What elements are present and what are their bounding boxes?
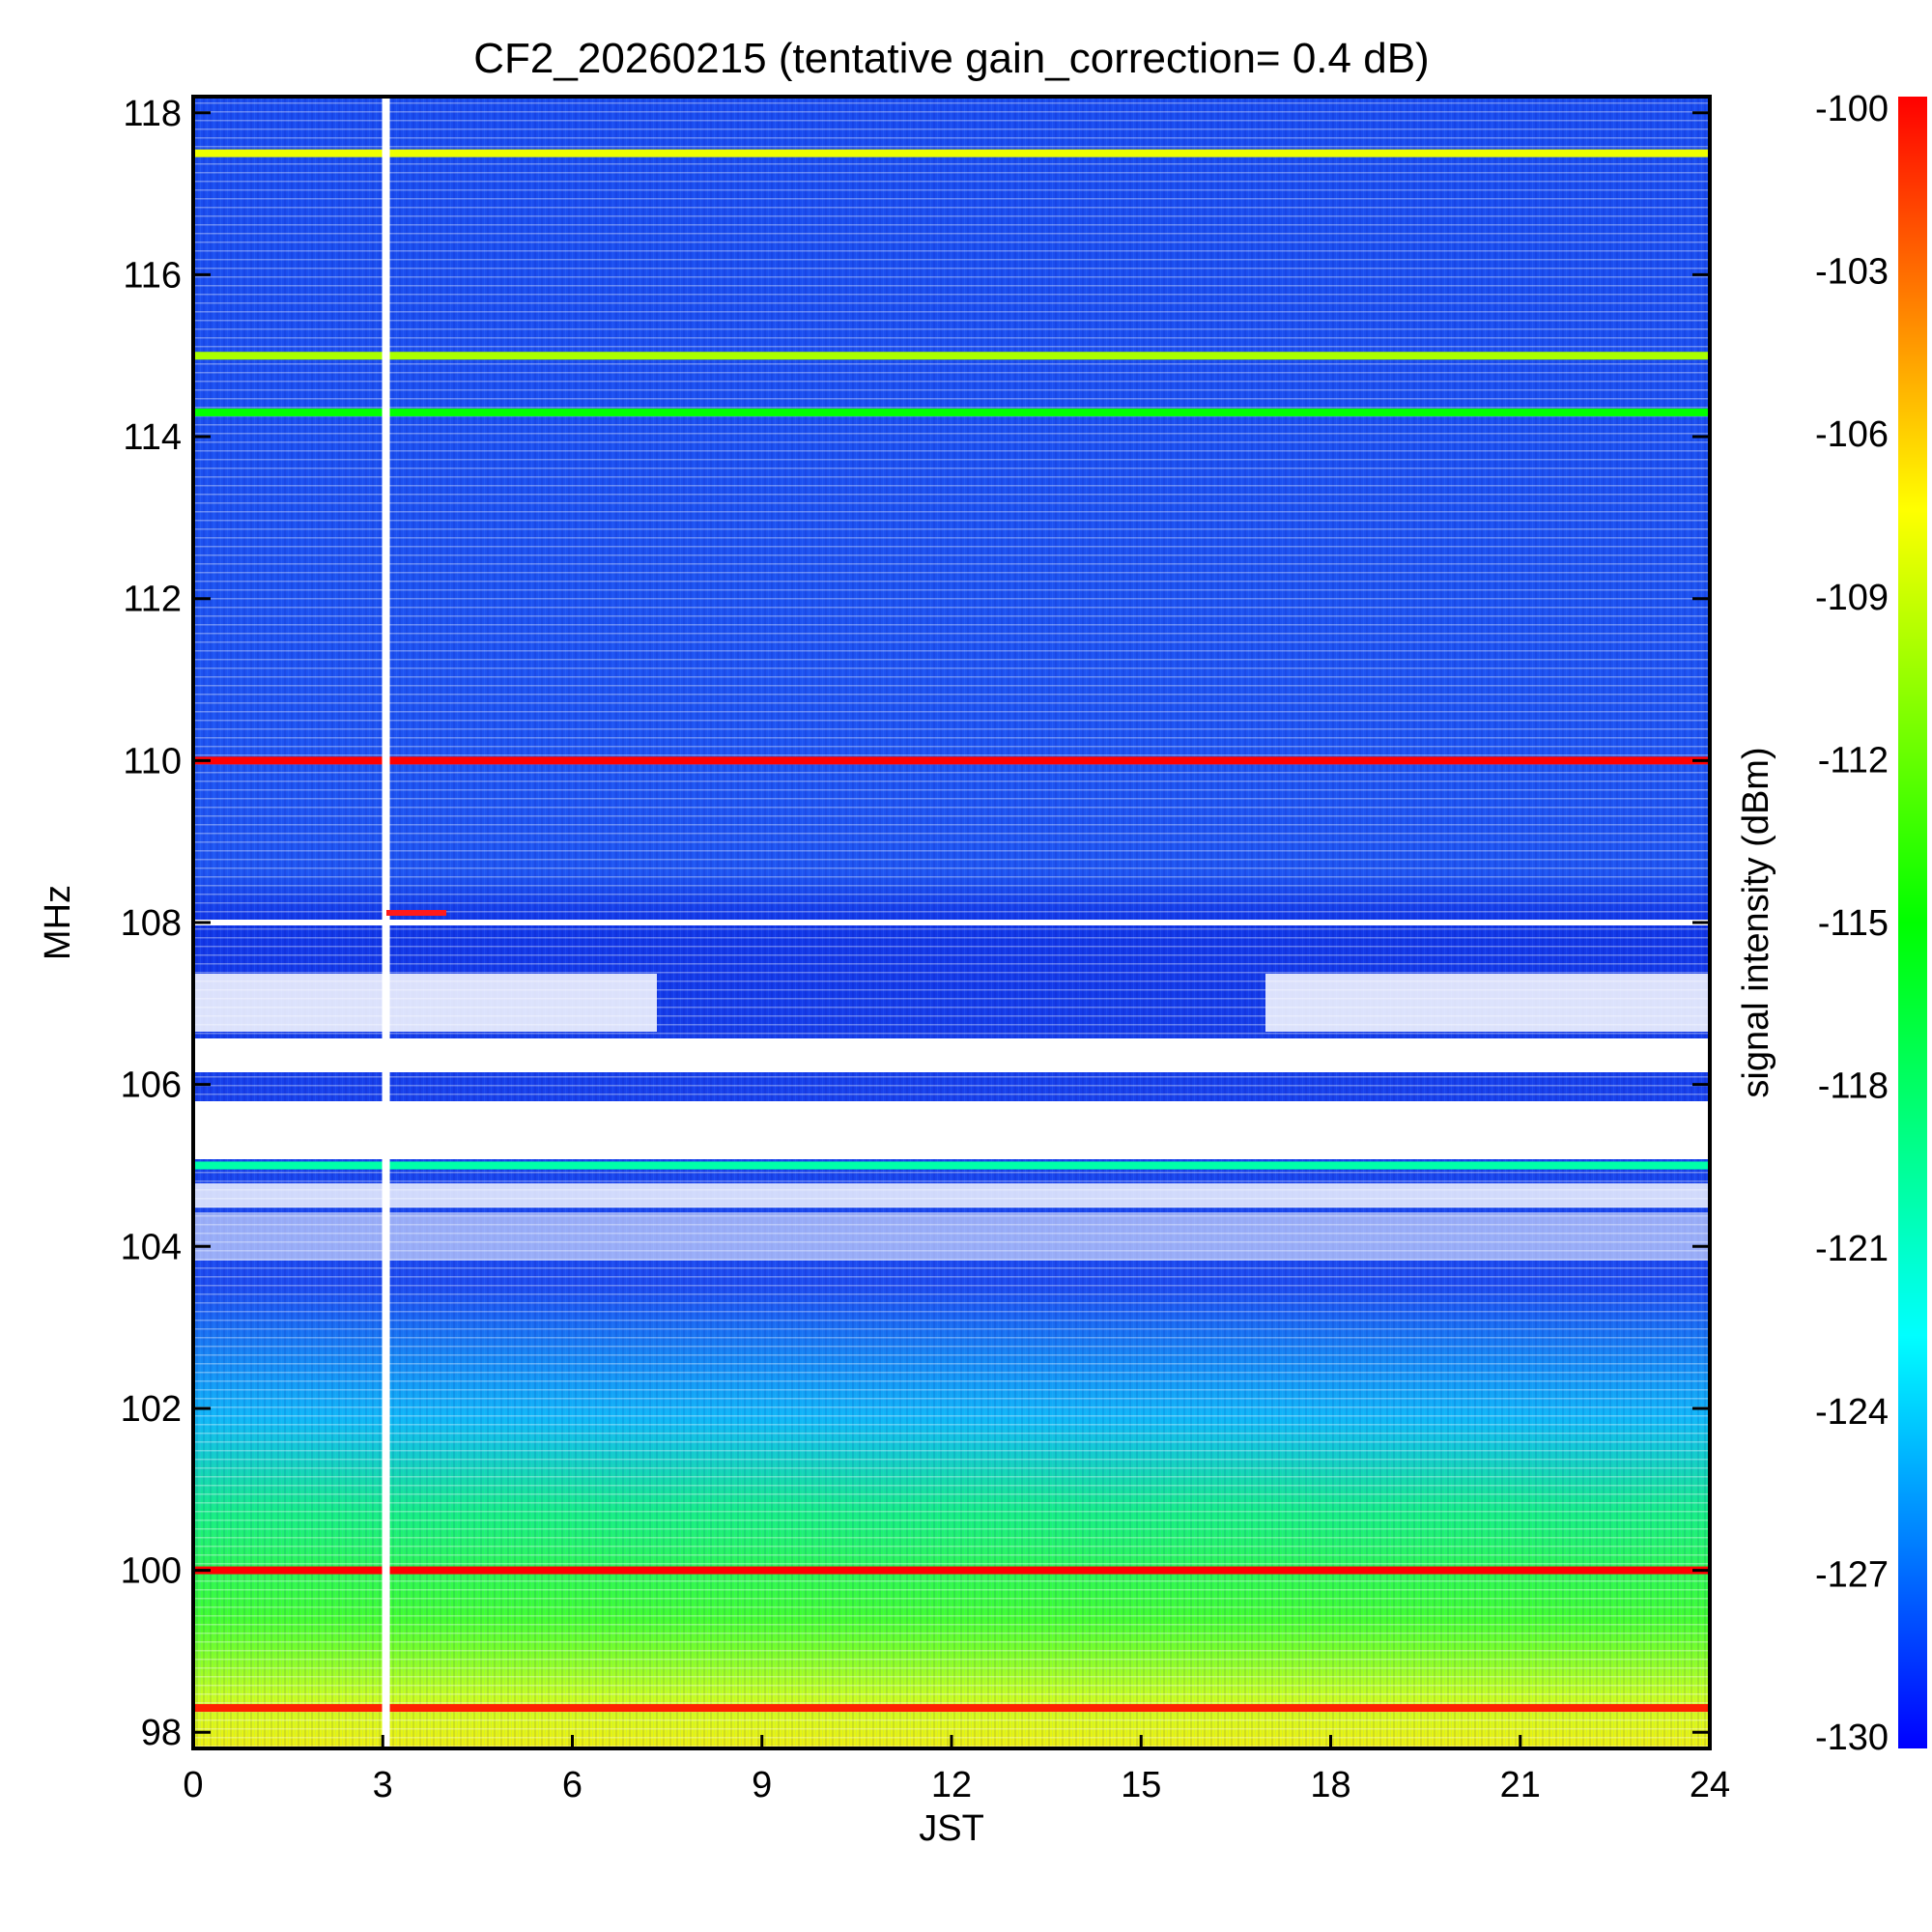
signal-line-4 bbox=[193, 1161, 1710, 1170]
strong-signal-lines bbox=[193, 149, 1710, 1713]
colorbar-tick-label: -118 bbox=[1818, 1066, 1889, 1107]
x-tick-label: 24 bbox=[1690, 1765, 1730, 1805]
colorbar-tick-label: -121 bbox=[1815, 1229, 1889, 1269]
chart-title: CF2_20260215 (tentative gain_correction=… bbox=[473, 35, 1429, 82]
colorbar-label: signal intensity (dBm) bbox=[1736, 747, 1776, 1097]
x-tick-label: 3 bbox=[373, 1765, 393, 1805]
data-gap-column bbox=[382, 97, 390, 1748]
x-tick-label: 0 bbox=[183, 1765, 203, 1805]
signal-line-6 bbox=[193, 1704, 1710, 1713]
y-tick-label: 116 bbox=[123, 255, 182, 296]
y-axis-ticks: 98 100 102 104 106 108 110 112 114 116 118 bbox=[121, 94, 1710, 1753]
y-axis-label: MHz bbox=[38, 885, 78, 960]
y-tick-label: 102 bbox=[121, 1389, 182, 1430]
x-tick-label: 6 bbox=[562, 1765, 582, 1805]
x-axis-label: JST bbox=[919, 1808, 984, 1849]
colorbar-tick-label: -100 bbox=[1815, 89, 1889, 129]
signal-line-1 bbox=[193, 352, 1710, 360]
signal-line-0 bbox=[193, 149, 1710, 157]
colorbar-tick-label: -115 bbox=[1818, 903, 1889, 944]
x-tick-label: 12 bbox=[931, 1765, 972, 1805]
signal-line-5 bbox=[193, 1566, 1710, 1575]
x-tick-label: 15 bbox=[1121, 1765, 1161, 1805]
x-axis-ticks: 0 3 6 9 12 15 18 21 24 bbox=[183, 1735, 1730, 1805]
colorbar-tick-label: -112 bbox=[1818, 740, 1889, 781]
x-tick-label: 18 bbox=[1310, 1765, 1350, 1805]
y-tick-label: 112 bbox=[123, 580, 182, 620]
y-tick-label: 110 bbox=[123, 741, 182, 781]
y-tick-label: 100 bbox=[121, 1551, 182, 1592]
signal-line-2 bbox=[193, 408, 1710, 416]
y-tick-label: 106 bbox=[121, 1065, 182, 1106]
colorbar bbox=[1898, 97, 1927, 1748]
signal-line-3 bbox=[193, 756, 1710, 765]
colorbar-tick-label: -103 bbox=[1815, 252, 1889, 293]
y-tick-label: 108 bbox=[121, 903, 182, 944]
y-tick-label: 118 bbox=[123, 94, 182, 134]
band-boundary-108 bbox=[193, 920, 1710, 925]
colorbar-tick-label: -106 bbox=[1815, 414, 1889, 455]
colorbar-tick-label: -109 bbox=[1815, 578, 1889, 618]
short-red-segment bbox=[386, 910, 446, 916]
colorbar-ticks: -100 -103 -106 -109 -112 -115 -118 -121 -124 -127… bbox=[1815, 89, 1889, 1758]
spectrogram-plot-area bbox=[193, 97, 1710, 1748]
y-tick-label: 98 bbox=[141, 1713, 182, 1753]
x-tick-label: 9 bbox=[752, 1765, 772, 1805]
x-tick-label: 21 bbox=[1500, 1765, 1541, 1805]
y-tick-label: 104 bbox=[121, 1227, 182, 1267]
colorbar-tick-label: -124 bbox=[1815, 1392, 1889, 1433]
colorbar-tick-label: -130 bbox=[1815, 1718, 1889, 1758]
y-tick-label: 114 bbox=[123, 417, 182, 458]
colorbar-tick-label: -127 bbox=[1815, 1554, 1889, 1595]
